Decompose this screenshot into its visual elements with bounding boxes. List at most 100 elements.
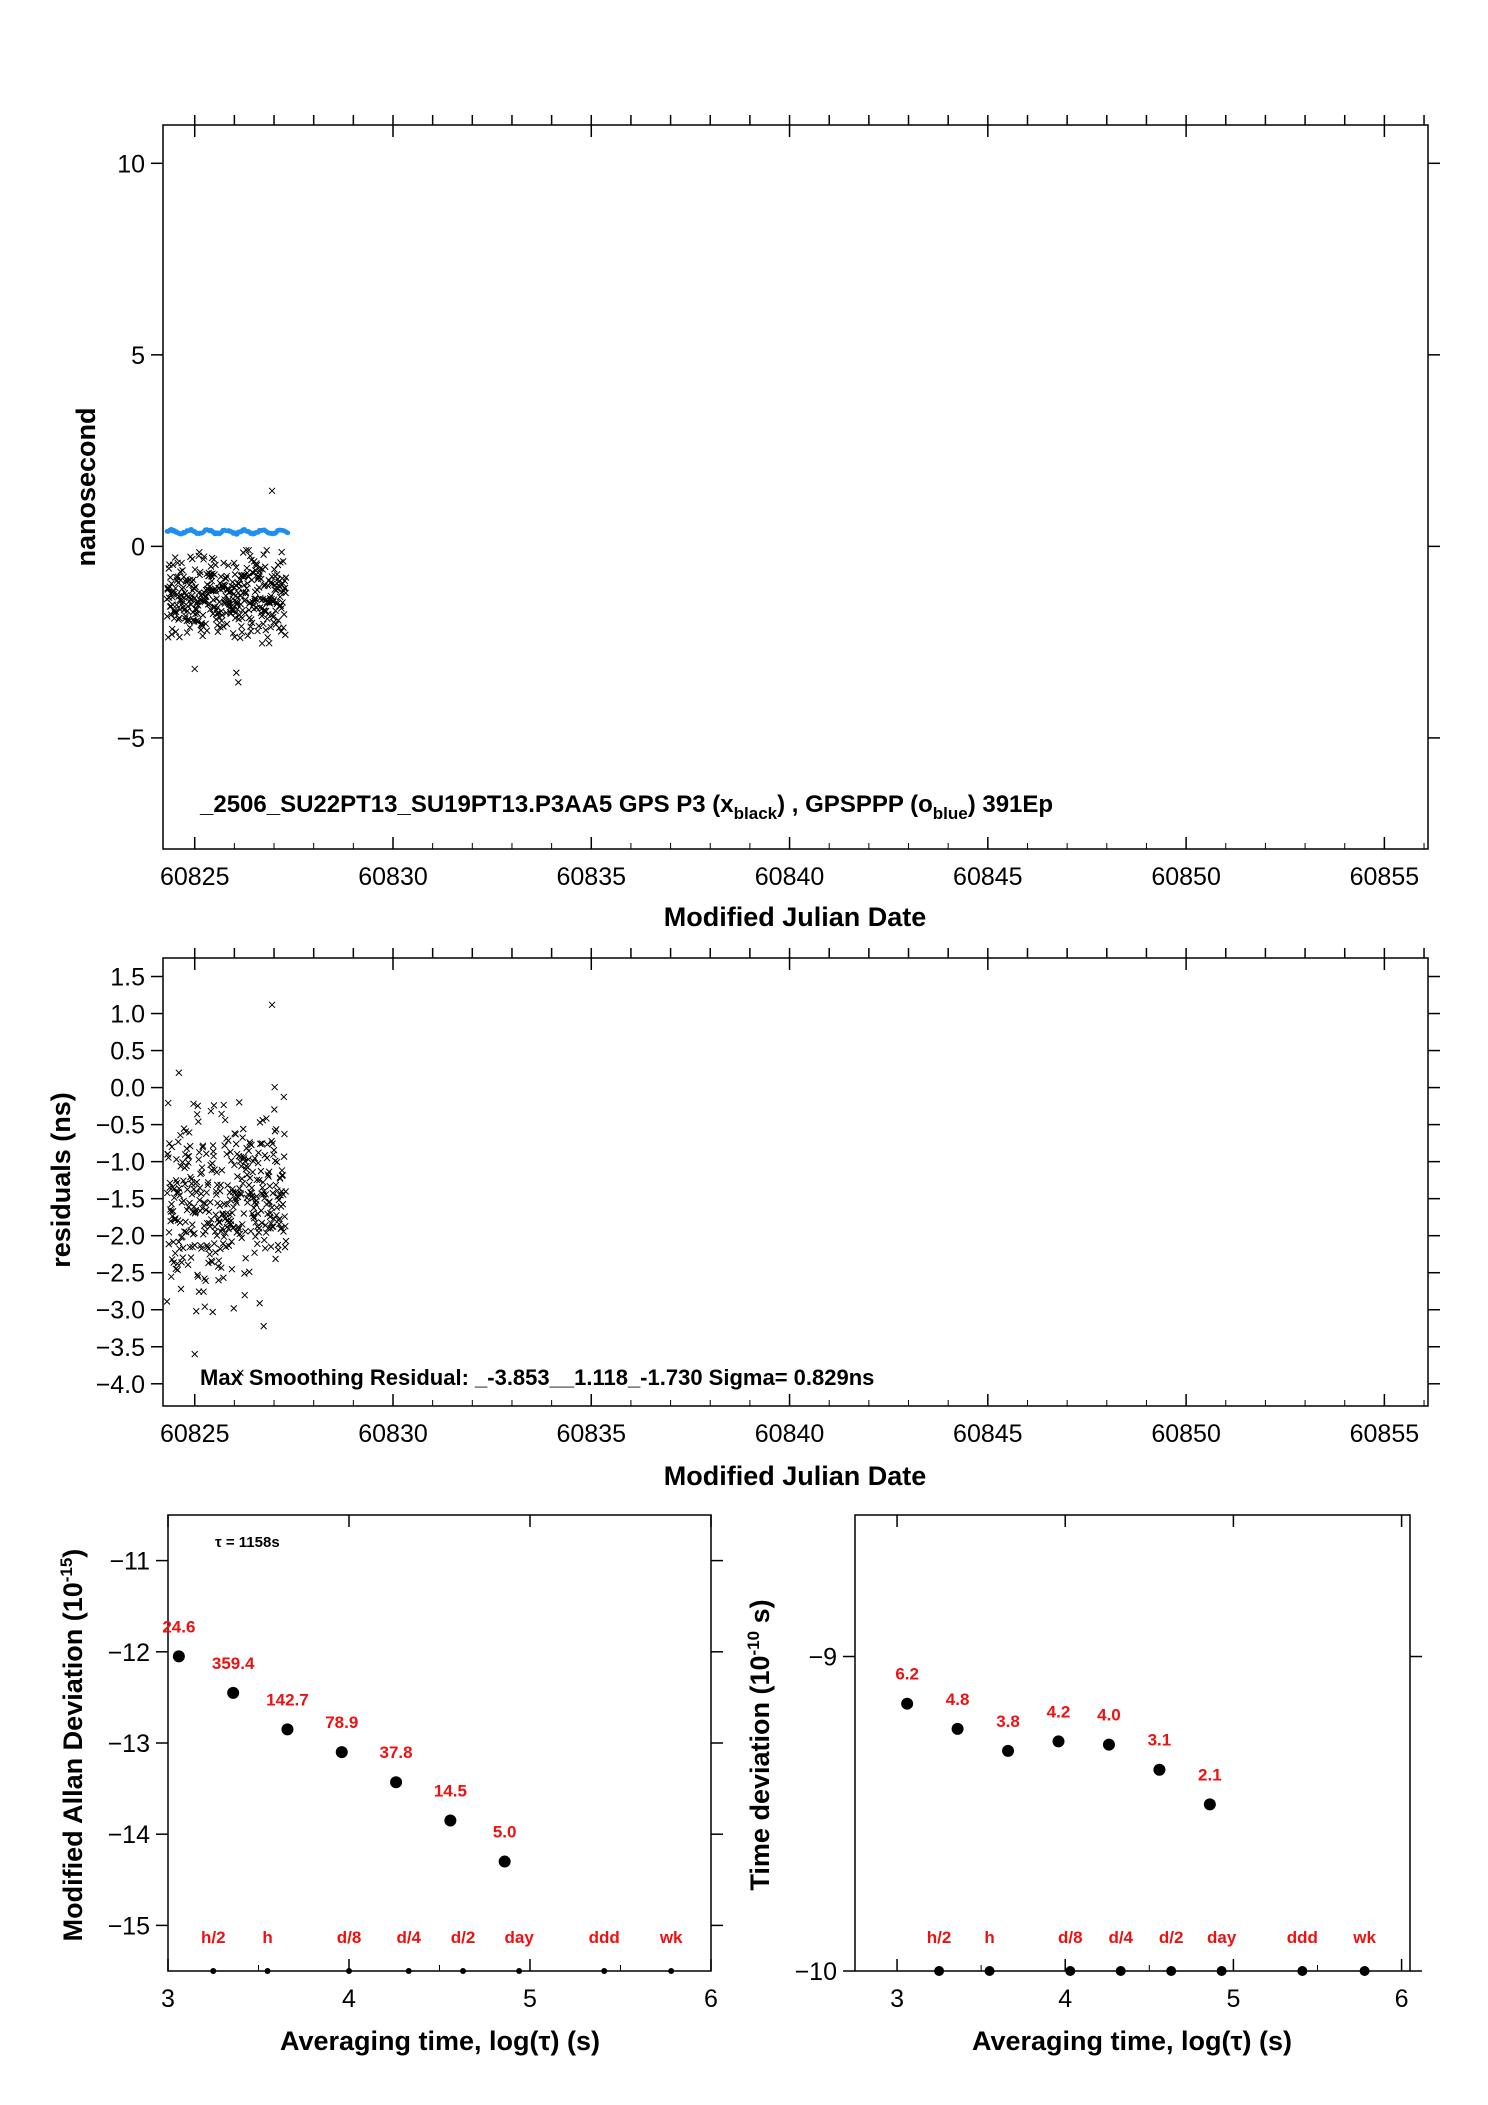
x-point (224, 562, 232, 569)
x-point (193, 1188, 200, 1196)
x-point (176, 1192, 184, 1199)
x-point (211, 571, 218, 578)
x-point (282, 574, 290, 582)
x-point (170, 588, 177, 596)
x-point (186, 1243, 194, 1251)
x-point (209, 570, 216, 577)
x-point (191, 566, 199, 573)
x-point (198, 1204, 206, 1212)
x-point (172, 628, 180, 636)
x-point (211, 1228, 219, 1235)
x-point (222, 575, 230, 582)
x-tick-label: 4 (1058, 1985, 1072, 2013)
x-point (227, 1217, 235, 1225)
deviation-point (1102, 1738, 1115, 1751)
period-marker-label: h/2 (201, 1928, 226, 1947)
x-point (202, 620, 210, 628)
x-point (183, 1162, 190, 1170)
x-point (206, 582, 214, 590)
x-tick-label: 60850 (1151, 1420, 1221, 1448)
x-point (210, 1152, 217, 1160)
mdev-ylabel-main: Modified Allan Deviation (10 (58, 1582, 88, 1941)
y-tick-label: −4.0 (96, 1371, 145, 1399)
x-point (188, 1190, 196, 1198)
x-point (280, 1228, 287, 1235)
tdev-panel: 3 4 5 6 −9 −10 6.2 4.8 3.8 4.2 4.0 3.1 2.1 h/2 h d/8 d/… (744, 1514, 1422, 2056)
x-point (173, 1155, 180, 1163)
x-point (223, 1150, 231, 1158)
x-point (192, 606, 200, 614)
x-point (187, 601, 195, 609)
x-point (259, 1178, 267, 1186)
x-point (206, 605, 214, 613)
x-point (184, 615, 192, 623)
x-tick-label: 6 (704, 1985, 718, 2013)
x-point (216, 1202, 224, 1210)
y-tick-label: −10 (795, 1958, 837, 1986)
deviation-point (227, 1686, 240, 1699)
deviation-point-label: 6.2 (895, 1665, 919, 1684)
x-point (176, 633, 183, 641)
x-point (257, 1167, 265, 1175)
x-point (184, 1261, 192, 1269)
x-point (255, 622, 263, 630)
x-point (237, 1189, 244, 1197)
period-marker (1065, 1966, 1076, 1976)
x-point (244, 632, 252, 640)
x-point (272, 1181, 280, 1189)
x-point (271, 1083, 278, 1091)
x-tick-label: 60835 (557, 1420, 627, 1448)
x-point (281, 1243, 289, 1251)
x-point (164, 633, 172, 641)
mdev-tau-note: τ = 1158s (215, 1534, 280, 1551)
deviation-point-label: 78.9 (325, 1713, 358, 1732)
x-point (252, 1233, 259, 1240)
x-point (216, 598, 223, 606)
tdev-xlabel: Averaging time, log(τ) (s) (972, 2026, 1292, 2056)
x-point (194, 602, 202, 609)
x-point (249, 1168, 257, 1176)
annotation-prefix: _2506_SU22PT13_SU19PT13.P3AA5 GPS P3 (x (199, 791, 734, 818)
x-point (199, 1230, 207, 1238)
blue-point (285, 530, 291, 536)
x-point (234, 605, 241, 613)
x-point (275, 1220, 283, 1228)
x-point (217, 607, 225, 615)
x-point (180, 1228, 188, 1235)
deviation-point (335, 1746, 348, 1759)
x-point (183, 1206, 191, 1214)
x-point (246, 599, 254, 607)
y-tick-label: 5 (131, 342, 145, 370)
x-point (208, 1166, 216, 1174)
x-point (203, 627, 211, 634)
deviation-point-label: 4.8 (946, 1690, 970, 1709)
x-point (221, 582, 229, 589)
x-point (254, 627, 261, 635)
x-point (216, 1219, 223, 1226)
x-point (212, 561, 219, 569)
x-point (239, 1180, 247, 1187)
deviation-point-label: 5.0 (493, 1823, 517, 1842)
x-point (282, 1188, 289, 1195)
x-tick-label: 3 (890, 1985, 904, 2013)
period-marker-label: day (504, 1928, 534, 1947)
x-point (205, 1245, 213, 1253)
x-point (200, 1288, 207, 1296)
deviation-point (1052, 1735, 1065, 1748)
x-point (174, 1138, 182, 1146)
x-point (203, 1189, 210, 1196)
x-point (221, 1116, 229, 1124)
x-point (194, 610, 201, 617)
x-point (225, 1225, 232, 1233)
x-point (270, 1215, 278, 1223)
x-point (220, 1274, 227, 1282)
time-series-xlabel: Modified Julian Date (664, 902, 927, 932)
x-tick-label: 60830 (358, 1420, 428, 1448)
x-point (266, 1182, 274, 1190)
x-point (265, 639, 273, 647)
period-marker-label: d/8 (337, 1928, 362, 1947)
x-tick-label: 3 (161, 1985, 175, 2013)
mdev-ylabel: Modified Allan Deviation (10-15) (57, 1549, 88, 1942)
x-point (242, 546, 250, 554)
